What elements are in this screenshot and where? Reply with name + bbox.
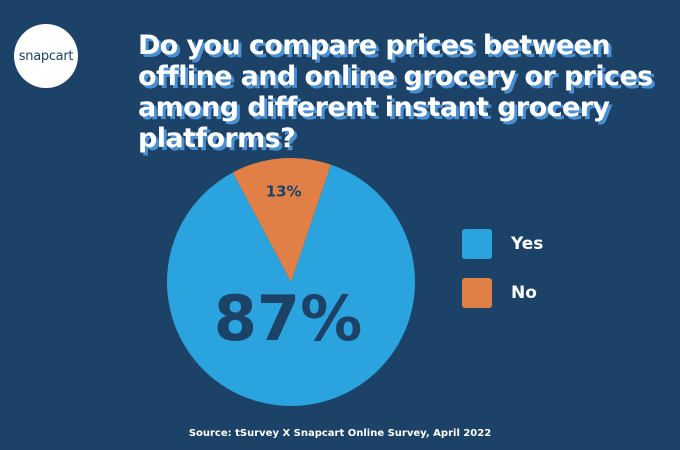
legend-item-yes: Yes	[462, 228, 543, 260]
data-label-no: 13%	[266, 183, 302, 201]
pie-slice-yes	[166, 164, 415, 406]
legend-item-no: No	[462, 277, 543, 309]
chart-title: Do you compare prices between offline an…	[138, 30, 653, 154]
pie-slice-no	[232, 157, 331, 282]
logo-text: snapcart	[18, 48, 74, 64]
data-label-yes: 87%	[214, 282, 362, 355]
legend-label-yes: Yes	[511, 234, 544, 254]
legend-swatch-yes	[462, 229, 492, 259]
legend-swatch-no	[462, 278, 492, 308]
source-note: Source: tSurvey X Snapcart Online Survey…	[188, 428, 492, 439]
legend-label-no: No	[511, 283, 537, 303]
snapcart-logo: snapcart	[14, 24, 78, 88]
legend: Yes No	[462, 228, 543, 326]
